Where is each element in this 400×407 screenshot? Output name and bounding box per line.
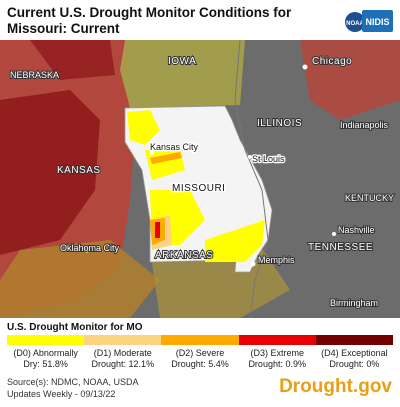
nashville-dot: [332, 232, 336, 236]
memphis-dot: [250, 261, 256, 267]
legend-labels: (D0) Abnormally Dry: 51.8% (D1) Moderate…: [7, 348, 393, 370]
kansas-city-dot: [150, 151, 154, 155]
legend-d4-line1: (D4) Exceptional: [321, 348, 388, 358]
legend-d2-line2: Drought: 5.4%: [171, 359, 229, 369]
label-nebraska: NEBRASKA: [10, 70, 59, 80]
source-text: Source(s): NDMC, NOAA, USDA: [7, 377, 139, 387]
label-tennessee: TENNESSEE: [308, 242, 373, 253]
chicago-dot: [302, 64, 308, 70]
east-abnormally-dry: [300, 40, 400, 120]
drought-map[interactable]: NEBRASKA IOWA Chicago ILLINOIS Indianapo…: [0, 40, 400, 318]
legend-title: U.S. Drought Monitor for MO: [7, 322, 143, 333]
label-illinois: ILLINOIS: [257, 118, 302, 129]
label-memphis: Memphis: [258, 255, 295, 265]
legend-d1-line1: (D1) Moderate: [93, 348, 152, 358]
legend-d3-line1: (D3) Extreme: [250, 348, 304, 358]
legend-d3-line2: Drought: 0.9%: [248, 359, 306, 369]
mississippi-river: [234, 40, 269, 318]
agency-logos: NOAA NIDIS: [345, 10, 393, 32]
label-birmingham: Birmingham: [330, 298, 378, 308]
label-arkansas: ARKANSAS: [155, 250, 213, 261]
legend-item-d1: (D1) Moderate Drought: 12.1%: [84, 348, 161, 370]
label-oklahoma-city: Oklahoma City: [60, 243, 120, 253]
legend-swatch-d0: [7, 335, 85, 345]
legend-d0-line1: (D0) Abnormally: [13, 348, 78, 358]
drought-gov-link[interactable]: Drought.gov: [279, 376, 392, 397]
noaa-logo-text: NOAA: [346, 21, 364, 27]
missouri-d0-south: [205, 220, 265, 262]
iowa-drought-area: [120, 40, 245, 108]
legend-item-d0: (D0) Abnormally Dry: 51.8%: [7, 348, 84, 370]
noaa-logo: [345, 12, 365, 32]
indianapolis-dot: [353, 125, 357, 129]
label-nashville: Nashville: [338, 225, 375, 235]
legend-swatch-d1: [84, 335, 162, 345]
missouri-d0-north: [127, 110, 160, 145]
label-indianapolis: Indianapolis: [340, 120, 389, 130]
legend-item-d3: (D3) Extreme Drought: 0.9%: [239, 348, 316, 370]
missouri-d3: [155, 222, 160, 238]
label-kansas: KANSAS: [57, 165, 101, 176]
page-title: Current U.S. Drought Monitor Conditions …: [7, 5, 292, 36]
legend-d4-line2: Drought: 0%: [329, 359, 380, 369]
source-info: Source(s): NDMC, NOAA, USDA Updates Week…: [7, 377, 139, 400]
label-kentucky: KENTUCKY: [345, 193, 394, 203]
legend-d1-line2: Drought: 12.1%: [91, 359, 155, 369]
legend-item-d2: (D2) Severe Drought: 5.4%: [161, 348, 238, 370]
nebraska-severe: [30, 40, 115, 80]
severe-drought-west: [0, 90, 100, 255]
legend-item-d4: (D4) Exceptional Drought: 0%: [316, 348, 393, 370]
legend-swatch-d4: [315, 335, 394, 345]
legend-color-bar: [7, 335, 394, 345]
label-chicago: Chicago: [312, 56, 352, 67]
nidis-logo: [362, 10, 393, 32]
legend-d0-line2: Dry: 51.8%: [23, 359, 68, 369]
legend-swatch-d2: [161, 335, 239, 345]
label-kansas-city: Kansas City: [150, 142, 199, 152]
legend-d2-line1: (D2) Severe: [175, 348, 225, 358]
label-missouri: MISSOURI: [172, 183, 225, 194]
st-louis-dot: [248, 155, 252, 159]
nidis-logo-text: NIDIS: [365, 17, 389, 27]
moderate-drought-sw: [0, 240, 160, 318]
legend-swatch-d3: [238, 335, 316, 345]
updates-text: Updates Weekly - 09/13/22: [7, 388, 116, 399]
oklahoma-city-dot: [84, 247, 90, 253]
label-st-louis: St Louis: [252, 154, 285, 164]
label-iowa: IOWA: [168, 56, 196, 67]
missouri-d2-kc: [150, 152, 182, 164]
